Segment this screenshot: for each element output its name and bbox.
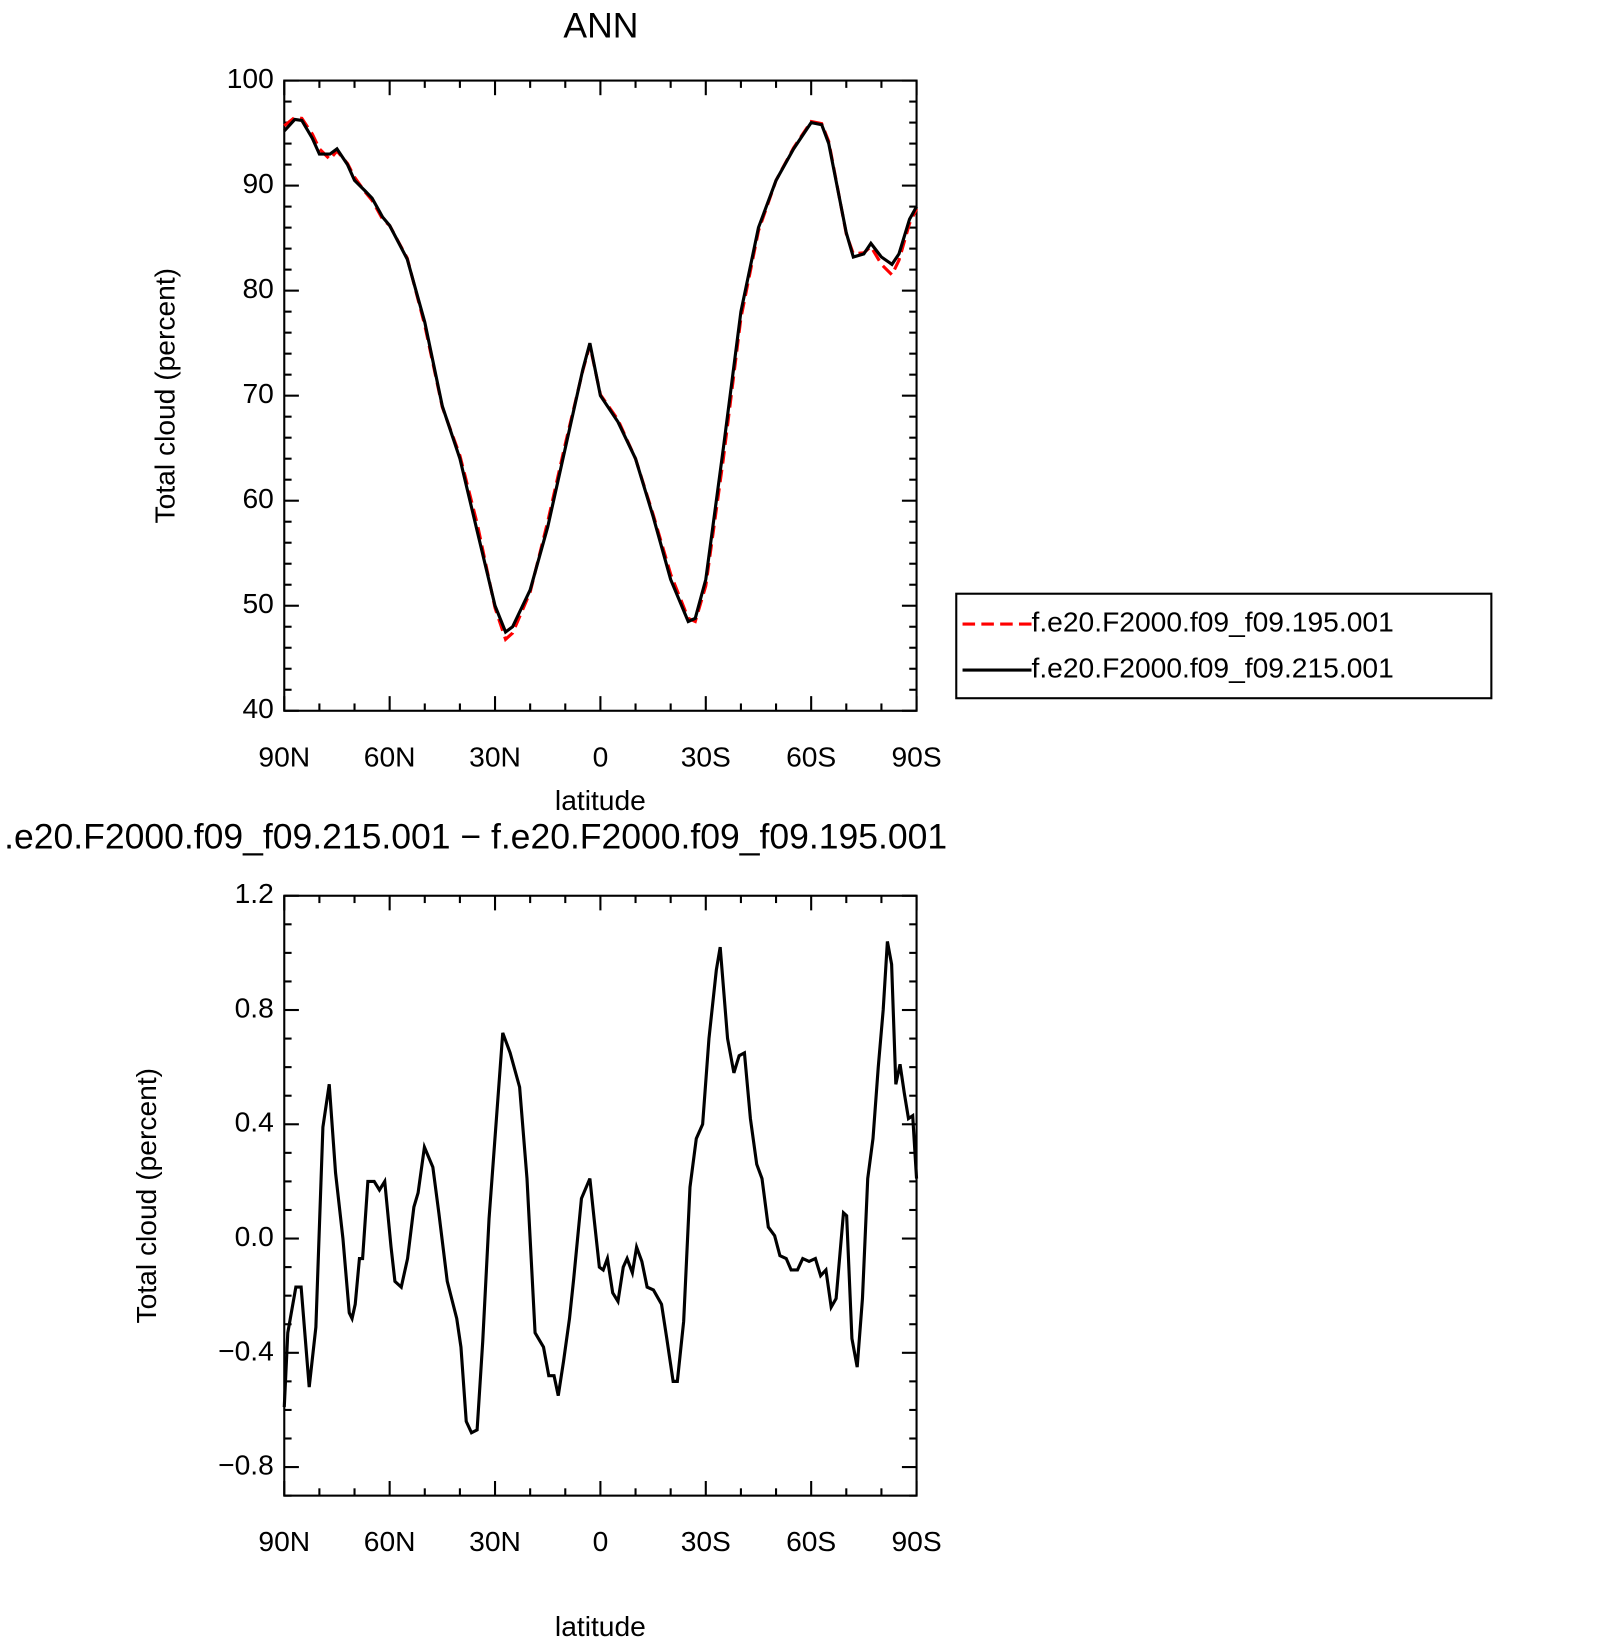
x-tick-label: 0 <box>593 740 609 772</box>
y-tick-label: 90 <box>242 167 273 199</box>
y-tick-label: −0.8 <box>218 1449 274 1481</box>
data-line <box>282 941 919 1435</box>
y-axis-label: Total cloud (percent) <box>130 1068 162 1324</box>
x-tick-label: 0 <box>593 1525 609 1557</box>
y-tick-label: 60 <box>242 482 273 514</box>
y-axis-label: Total cloud (percent) <box>149 268 181 524</box>
legend-label: f.e20.F2000.f09_f09.195.001 <box>1032 605 1394 637</box>
y-tick-label: 80 <box>242 272 273 304</box>
x-tick-label: 30N <box>469 1525 521 1557</box>
y-tick-label: 50 <box>242 587 273 619</box>
y-tick-label: 100 <box>227 62 274 94</box>
x-tick-label: 90N <box>258 740 310 772</box>
data-line <box>283 117 918 635</box>
x-tick-label: 30S <box>681 740 731 772</box>
x-axis-label: latitude <box>555 1610 646 1641</box>
x-tick-label: 60N <box>364 740 416 772</box>
legend-label: f.e20.F2000.f09_f09.215.001 <box>1032 651 1394 683</box>
y-tick-label: 0.0 <box>235 1220 274 1252</box>
x-tick-label: 30S <box>681 1525 731 1557</box>
y-tick-label: −0.4 <box>218 1334 274 1366</box>
plot-frame <box>283 894 918 1497</box>
y-tick-label: 70 <box>242 377 273 409</box>
chart-title: ANN <box>563 6 638 46</box>
legend-box <box>955 592 1493 700</box>
x-tick-label: 60N <box>364 1525 416 1557</box>
y-tick-label: 0.4 <box>235 1106 274 1138</box>
x-tick-label: 30N <box>469 740 521 772</box>
plot-frame <box>283 79 918 712</box>
y-tick-label: 40 <box>242 692 273 724</box>
x-tick-label: 90S <box>891 740 941 772</box>
data-line <box>283 115 918 643</box>
y-tick-label: 0.8 <box>235 991 274 1023</box>
x-tick-label: 60S <box>786 740 836 772</box>
x-tick-label: 90S <box>891 1525 941 1557</box>
x-tick-label: 90N <box>258 1525 310 1557</box>
chart-title: .e20.F2000.f09_f09.215.001 − f.e20.F2000… <box>4 817 947 857</box>
y-tick-label: 1.2 <box>235 877 274 909</box>
x-axis-label: latitude <box>555 784 646 816</box>
x-tick-label: 60S <box>786 1525 836 1557</box>
